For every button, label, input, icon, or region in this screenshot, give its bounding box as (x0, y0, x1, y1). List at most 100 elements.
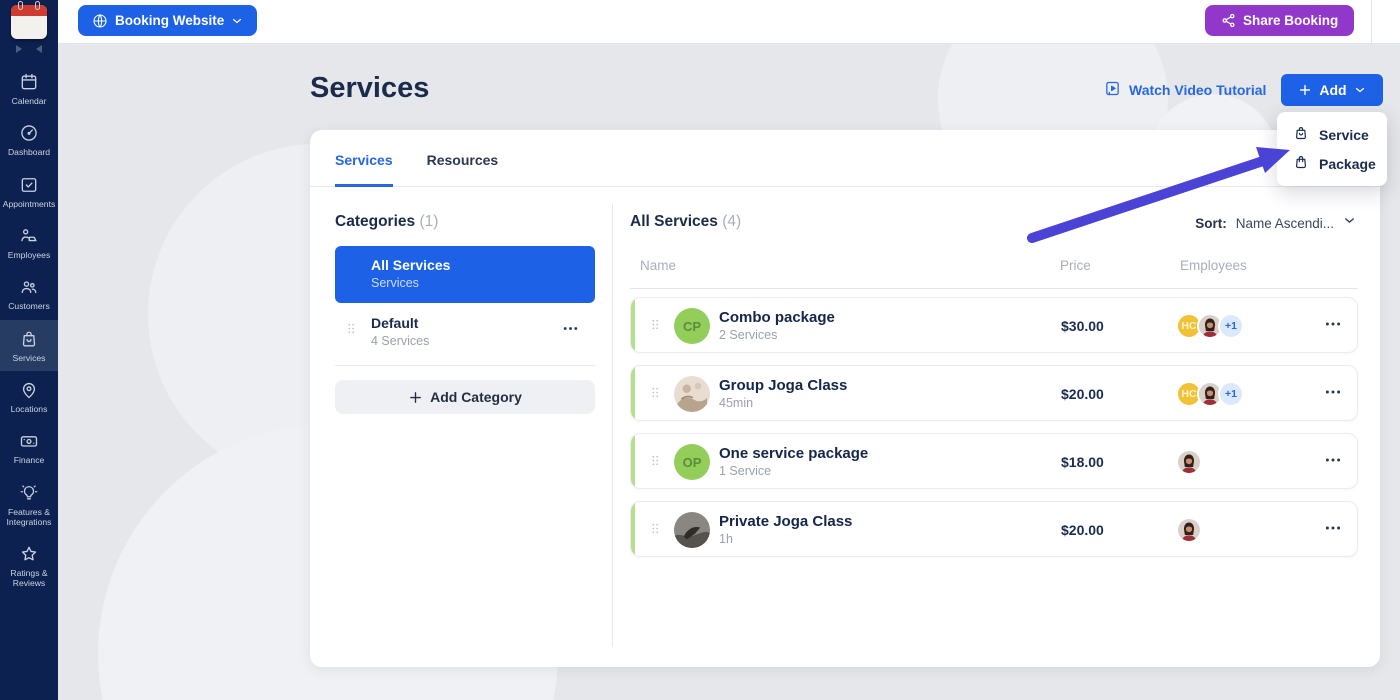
share-booking-button[interactable]: Share Booking (1205, 5, 1355, 36)
category-row-default[interactable]: Default 4 Services (335, 306, 595, 358)
booking-website-label: Booking Website (115, 13, 225, 28)
sort-label: Sort: (1195, 215, 1227, 231)
drag-handle-icon[interactable] (649, 454, 662, 472)
employee-avatars (1176, 517, 1202, 543)
sidebar-item-services[interactable]: Services (0, 319, 58, 371)
service-options-button[interactable] (1324, 451, 1342, 474)
sidebar-item-features-integrations[interactable]: Features & Integrations (0, 474, 58, 536)
service-name: One service package (719, 445, 869, 462)
category-all-services[interactable]: All Services Services (335, 246, 595, 303)
add-category-button[interactable]: Add Category (335, 380, 595, 414)
appointments-icon (19, 175, 39, 195)
tab-services[interactable]: Services (335, 152, 393, 187)
sidebar-item-label: Features & Integrations (6, 506, 52, 527)
calendar-logo-icon (11, 1, 47, 39)
add-menu-item-service[interactable]: Service (1277, 120, 1387, 149)
add-button[interactable]: Add (1281, 74, 1383, 106)
service-avatar (674, 512, 710, 548)
dashboard-icon (19, 123, 39, 143)
panel-divider (612, 204, 613, 647)
features-icon (19, 483, 39, 503)
tab-resources[interactable]: Resources (426, 152, 499, 168)
service-options-button[interactable] (1324, 383, 1342, 406)
service-name: Combo package (719, 309, 835, 326)
categories-heading: Categories (1) (335, 213, 439, 230)
finance-icon (19, 431, 39, 451)
employee-more-badge: +1 (1218, 381, 1244, 407)
column-header-employees: Employees (1180, 258, 1247, 273)
service-row[interactable]: OP One service package 1 Service $18.00 (630, 433, 1358, 489)
service-subtitle: 2 Services (719, 328, 778, 342)
employee-initials-avatar: HC (1176, 313, 1202, 339)
employee-more-badge: +1 (1218, 313, 1244, 339)
services-card: Services Resources Categories (1) All Se… (310, 130, 1380, 667)
app-logo[interactable] (0, 0, 58, 53)
add-category-label: Add Category (430, 389, 522, 405)
service-subtitle: 1h (719, 532, 733, 546)
employee-avatars: HC +1 (1176, 313, 1244, 339)
sidebar-item-customers[interactable]: Customers (0, 268, 58, 319)
service-name: Private Joga Class (719, 513, 853, 530)
sidebar-collapse-arrows-icon[interactable] (16, 45, 42, 53)
sidebar-item-label: Customers (8, 301, 50, 312)
service-name: Group Joga Class (719, 377, 848, 394)
service-price: $20.00 (1061, 522, 1104, 538)
sidebar-item-label: Finance (13, 455, 45, 466)
customers-icon (19, 277, 39, 297)
locations-icon (19, 380, 39, 400)
watch-video-tutorial-label: Watch Video Tutorial (1129, 82, 1267, 98)
tab-bar: Services Resources (310, 130, 1380, 187)
plus-icon (1298, 83, 1312, 97)
topbar: Booking Website Share Booking (58, 0, 1400, 44)
watch-video-tutorial-link[interactable]: Watch Video Tutorial (1104, 80, 1266, 100)
sidebar-item-locations[interactable]: Locations (0, 371, 58, 422)
drag-handle-icon[interactable] (649, 386, 662, 404)
sidebar-item-employees[interactable]: Employees (0, 217, 58, 268)
sidebar-item-finance[interactable]: Finance (0, 422, 58, 473)
service-price: $18.00 (1061, 454, 1104, 470)
employee-photo-avatar (1176, 517, 1202, 543)
add-menu-item-package[interactable]: Package (1277, 149, 1387, 178)
employees-icon (19, 226, 39, 246)
sidebar-item-dashboard[interactable]: Dashboard (0, 114, 58, 165)
drag-handle-icon[interactable] (345, 322, 358, 340)
service-avatar (674, 376, 710, 412)
sidebar-item-label: Dashboard (7, 147, 51, 158)
service-options-button[interactable] (1324, 315, 1342, 338)
service-options-button[interactable] (1324, 519, 1342, 542)
service-price: $20.00 (1061, 386, 1104, 402)
bag-smile-icon (1293, 125, 1309, 144)
sidebar-item-appointments[interactable]: Appointments (0, 166, 58, 217)
sidebar: Calendar Dashboard Appointments Employees Cu… (0, 0, 58, 700)
row-accent-bar (631, 434, 635, 488)
page-title: Services (310, 72, 430, 104)
globe-icon (92, 13, 108, 29)
drag-handle-icon[interactable] (649, 522, 662, 540)
share-icon (1221, 13, 1236, 28)
ratings-icon (19, 544, 39, 564)
add-menu-item-label: Package (1319, 155, 1376, 172)
drag-handle-icon[interactable] (649, 318, 662, 336)
booking-website-button[interactable]: Booking Website (78, 5, 258, 36)
service-row[interactable]: Group Joga Class 45min $20.00 HC +1 (630, 365, 1358, 421)
sidebar-item-ratings-reviews[interactable]: Ratings & Reviews (0, 535, 58, 597)
services-icon (19, 329, 39, 349)
employee-avatars (1176, 449, 1202, 475)
sort-value: Name Ascendi... (1235, 215, 1334, 231)
row-accent-bar (631, 502, 635, 556)
add-dropdown-menu: Service Package (1277, 112, 1387, 186)
category-subtitle: 4 Services (371, 334, 430, 348)
categories-separator (335, 365, 595, 366)
plus-icon (408, 390, 423, 405)
service-row[interactable]: Private Joga Class 1h $20.00 (630, 501, 1358, 557)
category-options-button[interactable] (562, 320, 579, 342)
all-services-heading: All Services (4) (630, 213, 742, 230)
row-accent-bar (631, 366, 635, 420)
add-button-label: Add (1319, 82, 1347, 98)
categories-count: (1) (419, 213, 439, 230)
column-header-divider (630, 288, 1358, 289)
sidebar-item-calendar[interactable]: Calendar (0, 63, 58, 114)
row-accent-bar (631, 298, 635, 352)
sort-dropdown[interactable]: Sort: Name Ascendi... (1195, 214, 1356, 232)
service-row[interactable]: CP Combo package 2 Services $30.00 HC +1 (630, 297, 1358, 353)
